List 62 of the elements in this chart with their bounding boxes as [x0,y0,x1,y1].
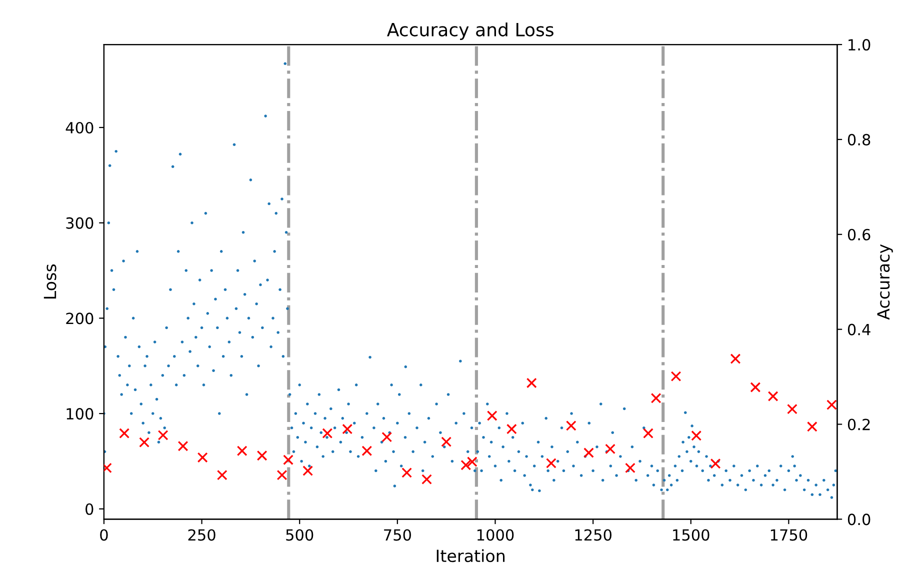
y2-tick-label: 0.4 [848,324,870,336]
point [283,454,294,466]
point [642,428,654,439]
y2-axis-title: Accuracy [877,244,893,320]
y2-tick-label: 0.8 [848,134,870,146]
point [158,430,168,440]
y-tick-label: 400 [66,122,94,134]
y-tick-label: 100 [66,408,94,420]
point [584,448,594,458]
point [216,470,228,480]
point [650,392,662,404]
point [362,446,372,456]
point [526,378,537,388]
point [236,446,248,456]
point [322,428,333,439]
x-tick-label: 250 [188,529,216,541]
point [441,436,452,448]
point [119,428,130,439]
point [768,391,778,402]
x-tick-label: 1000 [477,529,514,541]
point [670,371,682,382]
x-tick-label: 0 [100,529,108,541]
x-tick-label: 750 [384,529,411,541]
x-tick-label: 1250 [575,529,612,541]
y-tick-label: 0 [86,503,94,515]
point [730,354,741,364]
y-tick-label: 200 [66,312,94,324]
point [624,462,636,474]
point [256,450,268,461]
x-tick-label: 1500 [673,529,710,541]
y2-tick-label: 0.0 [848,514,870,526]
y2-tick-label: 0.2 [848,418,870,430]
point [710,458,721,469]
x-tick-label: 500 [286,529,314,541]
y-tick-label: 300 [66,217,94,229]
point [486,410,498,421]
point [422,474,432,485]
point [276,470,288,480]
y2-tick-label: 1.0 [848,39,870,51]
point [178,440,188,452]
point [806,421,818,432]
point [460,460,472,470]
point [382,432,392,442]
y-axis-title: Loss [44,264,56,299]
point [786,404,798,414]
point [566,420,576,431]
point [342,424,353,434]
point [402,467,412,478]
point [605,444,616,454]
point [302,466,314,476]
point [197,452,208,463]
y2-tick-label: 0.6 [848,228,870,240]
point [506,424,517,434]
point [466,456,478,467]
point [826,400,837,410]
x-axis-title: Iteration [436,549,505,562]
point [546,458,556,468]
point [139,437,150,448]
point [691,430,702,441]
chart-title: Accuracy and Loss [386,22,554,40]
point [750,382,761,392]
x-tick-label: 1750 [770,529,808,541]
